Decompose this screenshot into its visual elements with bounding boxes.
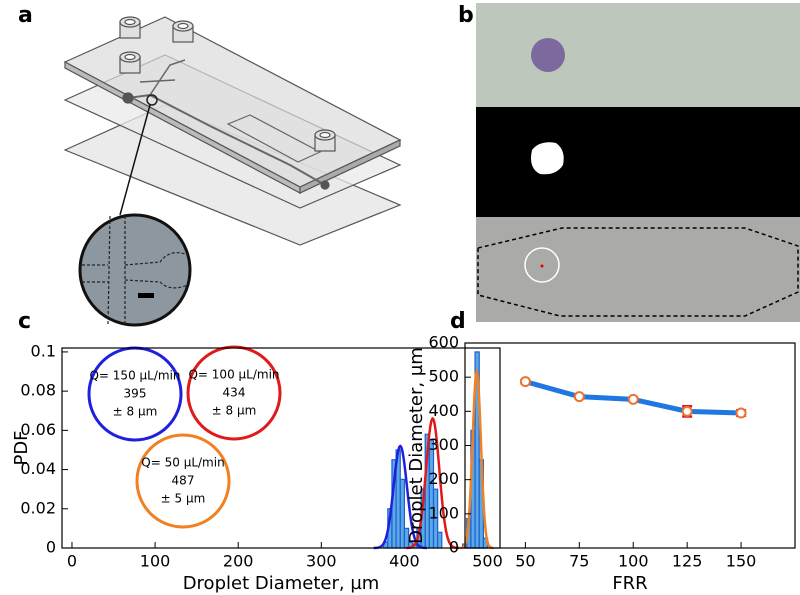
- panel-label: b: [458, 3, 474, 28]
- y-tick-label: 500: [428, 367, 459, 386]
- y-tick-label: 300: [428, 435, 459, 454]
- marker: [681, 405, 693, 417]
- legend-mean: 487: [172, 474, 195, 488]
- x-tick-label: 300: [306, 552, 337, 571]
- plot-frame: [464, 342, 796, 549]
- plot-frame: [61, 347, 501, 549]
- marker: [519, 376, 531, 388]
- x-tick-label: 200: [223, 552, 254, 571]
- y-tick-label: 0.02: [20, 498, 56, 517]
- x-tick-label: 500: [472, 552, 503, 571]
- x-tick-label: 50: [515, 552, 535, 571]
- y-axis-label: Droplet Diameter, µm: [406, 347, 427, 544]
- y-tick-label: 0: [46, 538, 56, 557]
- y-tick-label: 0: [449, 538, 459, 557]
- y-tick-label: 200: [428, 469, 459, 488]
- fit-curve: [373, 444, 427, 550]
- legend-name: Q= 50 µL/min: [141, 456, 224, 470]
- fit-curve: [406, 416, 460, 550]
- x-tick-label: 150: [726, 552, 757, 571]
- legend-mean: 434: [223, 386, 246, 400]
- x-tick-label: 75: [569, 552, 589, 571]
- y-tick-label: 0.04: [20, 459, 56, 478]
- fit-curve: [460, 368, 494, 550]
- legend-name: Q= 150 µL/min: [89, 369, 180, 383]
- histogram-bar: [437, 531, 443, 549]
- histogram-bar: [428, 439, 435, 549]
- legend-sd: ± 8 µm: [212, 404, 257, 418]
- legend-sd: ± 8 µm: [113, 405, 158, 419]
- histogram-bar: [399, 478, 406, 549]
- marker: [627, 393, 639, 405]
- legend-name: Q= 100 µL/min: [188, 368, 279, 382]
- x-tick-label: 100: [140, 552, 171, 571]
- y-tick-label: 0.06: [20, 420, 56, 439]
- x-tick-label: 125: [672, 552, 703, 571]
- y-tick-label: 600: [428, 333, 459, 352]
- panel-label: d: [450, 309, 466, 334]
- panel-label: c: [18, 309, 31, 334]
- legend-circle: [186, 345, 282, 441]
- x-tick-label: 0: [67, 552, 77, 571]
- y-tick-label: 0.1: [31, 341, 56, 360]
- legend-mean: 395: [124, 387, 147, 401]
- x-axis-label: FRR: [612, 573, 647, 594]
- y-tick-label: 100: [428, 503, 459, 522]
- device-drawing: [63, 16, 402, 327]
- y-axis-label: PDF: [11, 430, 32, 465]
- x-axis-label: Droplet Diameter, µm: [183, 573, 380, 594]
- marker: [735, 407, 747, 419]
- x-tick-label: 400: [389, 552, 420, 571]
- legend-circle: [135, 433, 231, 529]
- legend-sd: ± 5 µm: [161, 492, 206, 506]
- panel-label: a: [18, 3, 33, 28]
- marker: [573, 391, 585, 403]
- x-tick-label: 100: [618, 552, 649, 571]
- y-tick-label: 400: [428, 401, 459, 420]
- image-strips: [476, 3, 800, 322]
- y-tick-label: 0.08: [20, 381, 56, 400]
